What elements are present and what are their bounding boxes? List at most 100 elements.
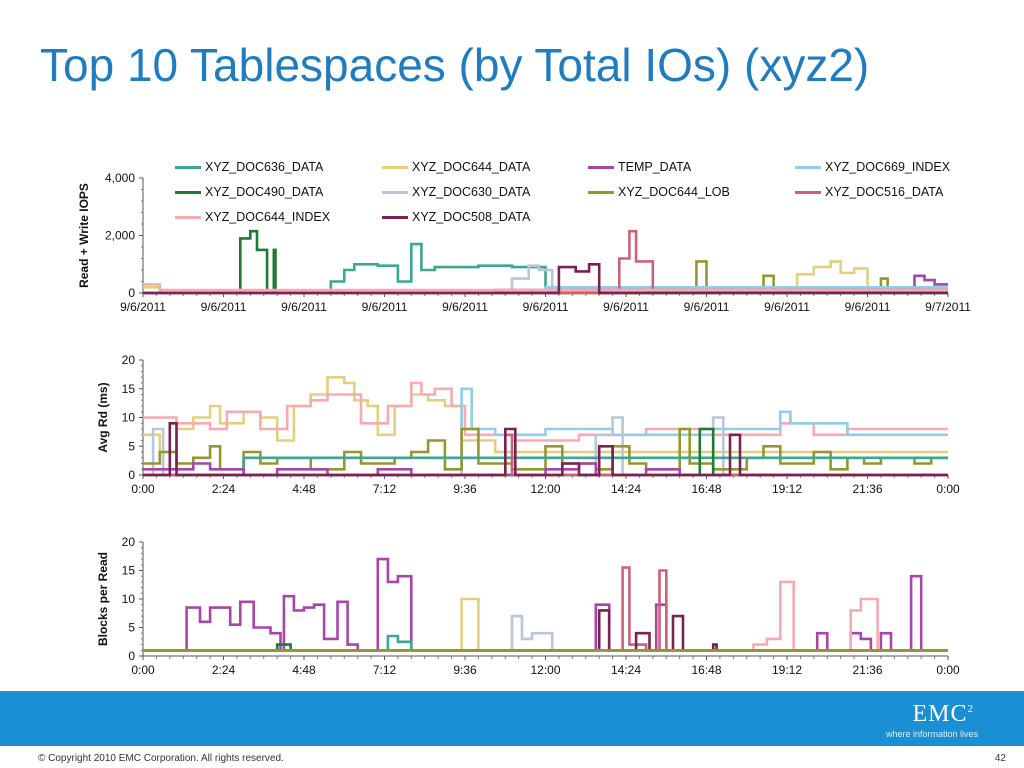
x-tick-label: 21:36: [852, 663, 882, 677]
legend-label: XYZ_DOC644_INDEX: [205, 210, 331, 224]
legend-item: XYZ_DOC516_DATA: [795, 185, 943, 199]
x-tick-label: 4:48: [292, 482, 316, 496]
x-tick-label: 4:48: [292, 663, 316, 677]
copyright-notice: © Copyright 2010 EMC Corporation. All ri…: [38, 753, 284, 764]
series-line-xyz-doc636-data: [143, 242, 948, 295]
x-tick-label: 21:36: [852, 482, 882, 496]
x-tick-label: 7:12: [373, 663, 397, 677]
x-tick-label: 9/6/2011: [603, 300, 649, 314]
x-tick-label: 2:24: [212, 663, 236, 677]
legend-item: XYZ_DOC644_INDEX: [175, 210, 330, 224]
y-tick-label: 0: [128, 649, 135, 663]
series-line-temp-data: [143, 557, 948, 652]
y-tick-label: 20: [122, 535, 136, 549]
chart-legend: XYZ_DOC636_DATA XYZ_DOC644_DATA TEMP_DATA X…: [175, 160, 995, 240]
y-tick-label: 20: [122, 353, 136, 367]
slide-title: Top 10 Tablespaces (by Total IOs) (xyz2): [40, 39, 870, 91]
x-tick-label: 9/7/2011: [925, 300, 971, 314]
x-tick-label: 16:48: [691, 482, 721, 496]
x-tick-label: 12:00: [530, 482, 560, 496]
x-tick-label: 9/6/2011: [281, 300, 327, 314]
legend-swatch: [795, 191, 821, 195]
legend-item: XYZ_DOC636_DATA: [175, 160, 323, 174]
legend-swatch: [175, 191, 201, 195]
legend-item: XYZ_DOC508_DATA: [382, 210, 530, 224]
avg-read-chart: 0 5 10 15 20 0:00 2:24 4:48 7:12 9:36 12:00 14:24 16…: [96, 353, 960, 496]
legend-swatch: [382, 191, 408, 195]
x-tick-label: 7:12: [373, 482, 397, 496]
series-line-xyz-doc630-data: [143, 614, 948, 652]
x-tick-label: 9/6/2011: [442, 300, 488, 314]
x-tick-label: 0:00: [936, 482, 960, 496]
series-line-xyz-doc516-data: [143, 566, 948, 652]
legend-item: XYZ_DOC630_DATA: [382, 185, 530, 199]
legend-label: XYZ_DOC644_DATA: [412, 160, 531, 174]
y-tick-label: 15: [122, 382, 136, 396]
y-tick-label: 10: [122, 592, 136, 606]
legend-label: XYZ_DOC644_LOB: [618, 185, 730, 199]
emc-tagline: where information lives: [885, 729, 978, 739]
x-tick-label: 14:24: [611, 482, 641, 496]
x-tick-label: 9/6/2011: [845, 300, 891, 314]
x-tick-label: 9/6/2011: [684, 300, 730, 314]
x-tick-label: 9:36: [453, 482, 477, 496]
x-tick-label: 19:12: [772, 663, 802, 677]
legend-label: XYZ_DOC516_DATA: [825, 185, 944, 199]
y-tick-label: 5: [128, 439, 135, 453]
x-tick-label: 0:00: [131, 663, 155, 677]
legend-swatch: [382, 216, 408, 220]
legend-item: TEMP_DATA: [588, 160, 691, 174]
series-line-xyz-doc644-data: [143, 376, 948, 454]
blocks-per-read-chart: 0 5 10 15 20 0:00 2:24 4:48 7:12 9:36 12:00 14:24 16…: [96, 535, 960, 677]
legend-item: XYZ_DOC669_INDEX: [795, 160, 950, 174]
y-axis-label: Blocks per Read: [96, 552, 110, 646]
x-tick-label: 9/6/2011: [120, 300, 166, 314]
emc-logo: EMC2: [912, 701, 974, 727]
legend-swatch: [588, 191, 614, 195]
legend-label: XYZ_DOC636_DATA: [205, 160, 324, 174]
x-tick-label: 9/6/2011: [523, 300, 569, 314]
series-line-xyz-doc636-data: [143, 634, 948, 652]
series-line-xyz-doc644-lob: [143, 260, 948, 295]
y-tick-label: 4,000: [105, 171, 135, 185]
x-tick-label: 19:12: [772, 482, 802, 496]
iops-chart: 0 2,000 4,000 9/6/2011 9/6/2011 9/6/2011 9/6/2…: [77, 171, 971, 314]
y-tick-label: 0: [128, 286, 135, 300]
legend-swatch: [382, 166, 408, 170]
x-tick-label: 9:36: [453, 663, 477, 677]
x-tick-label: 0:00: [936, 663, 960, 677]
page-number: 42: [994, 753, 1006, 764]
x-tick-label: 14:24: [611, 663, 641, 677]
footer-band: EMC2 where information lives: [0, 691, 1024, 746]
x-tick-label: 2:24: [212, 482, 236, 496]
series-line-xyz-doc508-data: [143, 422, 948, 477]
y-tick-label: 10: [122, 411, 136, 425]
x-tick-label: 12:00: [530, 663, 560, 677]
series-line-xyz-doc644-index: [143, 580, 948, 652]
legend-label: XYZ_DOC490_DATA: [205, 185, 324, 199]
series-line-xyz-doc644-index: [143, 283, 948, 292]
legend-swatch: [175, 216, 201, 220]
legend-item: XYZ_DOC490_DATA: [175, 185, 323, 199]
x-tick-label: 0:00: [131, 482, 155, 496]
series-line-xyz-doc516-data: [143, 229, 948, 295]
legend-swatch: [795, 166, 821, 170]
legend-swatch: [175, 166, 201, 170]
y-tick-label: 15: [122, 564, 136, 578]
legend-swatch: [588, 166, 614, 170]
y-axis-label: Avg Rd (ms): [96, 382, 110, 452]
legend-label: XYZ_DOC508_DATA: [412, 210, 531, 224]
y-axis-label: Read + Write IOPS: [77, 183, 91, 288]
y-tick-label: 5: [128, 621, 135, 635]
series-line-xyz-doc508-data: [143, 263, 948, 295]
x-tick-label: 16:48: [691, 663, 721, 677]
y-tick-label: 2,000: [105, 229, 135, 243]
series-line-xyz-doc490-data: [143, 229, 948, 295]
legend-item: XYZ_DOC644_LOB: [588, 185, 730, 199]
legend-item: XYZ_DOC644_DATA: [382, 160, 530, 174]
y-tick-label: 0: [128, 468, 135, 482]
series-line-xyz-doc630-data: [143, 416, 948, 477]
legend-label: TEMP_DATA: [618, 160, 692, 174]
x-tick-label: 9/6/2011: [362, 300, 408, 314]
legend-label: XYZ_DOC630_DATA: [412, 185, 531, 199]
